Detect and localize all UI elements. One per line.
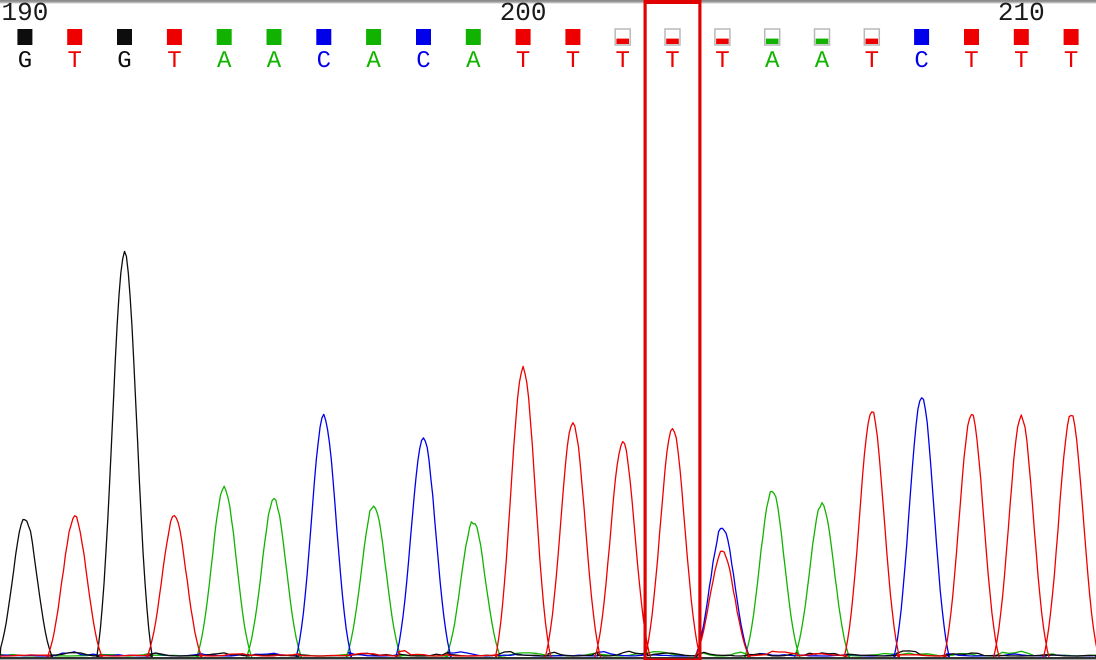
svg-text:T: T bbox=[715, 48, 729, 75]
svg-text:T: T bbox=[167, 48, 181, 75]
svg-text:T: T bbox=[964, 48, 978, 75]
svg-text:G: G bbox=[18, 48, 32, 75]
svg-text:210: 210 bbox=[998, 0, 1045, 28]
svg-text:A: A bbox=[267, 48, 282, 75]
svg-text:T: T bbox=[516, 48, 530, 75]
svg-text:T: T bbox=[1064, 48, 1078, 75]
svg-text:T: T bbox=[566, 48, 580, 75]
svg-text:A: A bbox=[466, 48, 481, 75]
svg-text:T: T bbox=[67, 48, 81, 75]
svg-text:190: 190 bbox=[1, 0, 48, 28]
svg-text:G: G bbox=[117, 48, 131, 75]
svg-text:200: 200 bbox=[500, 0, 547, 28]
svg-text:T: T bbox=[615, 48, 629, 75]
svg-text:T: T bbox=[865, 48, 879, 75]
svg-text:C: C bbox=[914, 48, 928, 75]
svg-text:T: T bbox=[665, 48, 679, 75]
svg-text:T: T bbox=[1014, 48, 1028, 75]
svg-text:A: A bbox=[217, 48, 232, 75]
svg-text:A: A bbox=[366, 48, 381, 75]
svg-text:A: A bbox=[815, 48, 830, 75]
svg-text:C: C bbox=[317, 48, 331, 75]
svg-text:C: C bbox=[416, 48, 430, 75]
svg-text:A: A bbox=[765, 48, 780, 75]
